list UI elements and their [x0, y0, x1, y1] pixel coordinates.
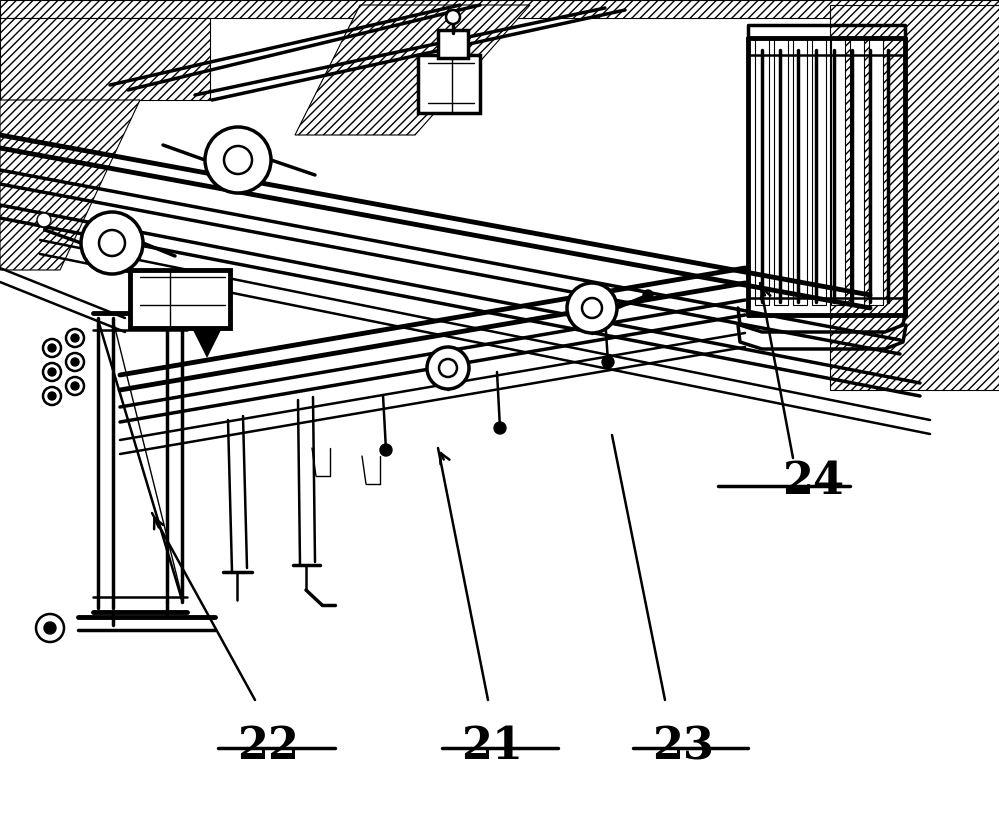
Text: 24: 24 [782, 460, 844, 503]
Circle shape [44, 622, 56, 634]
Circle shape [71, 358, 79, 366]
Circle shape [43, 339, 61, 357]
Circle shape [494, 422, 506, 434]
Polygon shape [774, 38, 788, 305]
Bar [130, 270, 230, 328]
Polygon shape [0, 18, 210, 100]
Circle shape [71, 382, 79, 390]
Polygon shape [831, 38, 845, 305]
Circle shape [43, 387, 61, 405]
Bar [418, 55, 480, 113]
Polygon shape [755, 38, 769, 305]
Circle shape [48, 392, 56, 400]
Circle shape [582, 298, 602, 318]
Text: 21: 21 [462, 725, 522, 768]
Circle shape [567, 283, 617, 333]
Text: 23: 23 [652, 725, 714, 768]
Polygon shape [850, 38, 864, 305]
Circle shape [380, 444, 392, 456]
Circle shape [36, 614, 64, 642]
Circle shape [37, 213, 51, 227]
Circle shape [205, 127, 271, 193]
Polygon shape [869, 38, 883, 305]
Circle shape [71, 334, 79, 342]
Circle shape [66, 353, 84, 371]
Circle shape [439, 359, 457, 377]
Text: 22: 22 [237, 725, 299, 768]
Circle shape [48, 368, 56, 376]
Circle shape [99, 230, 125, 256]
Circle shape [66, 329, 84, 347]
Polygon shape [192, 328, 222, 358]
Circle shape [43, 363, 61, 381]
Polygon shape [0, 100, 140, 270]
Polygon shape [830, 5, 999, 390]
Circle shape [48, 344, 56, 352]
Circle shape [81, 212, 143, 274]
Circle shape [446, 10, 460, 24]
Polygon shape [793, 38, 807, 305]
Circle shape [427, 347, 469, 389]
Polygon shape [812, 38, 826, 305]
Circle shape [66, 377, 84, 395]
Circle shape [602, 356, 614, 368]
Polygon shape [295, 5, 530, 135]
Circle shape [224, 146, 252, 174]
Circle shape [643, 290, 653, 300]
Bar [438, 30, 468, 58]
Polygon shape [0, 0, 999, 18]
